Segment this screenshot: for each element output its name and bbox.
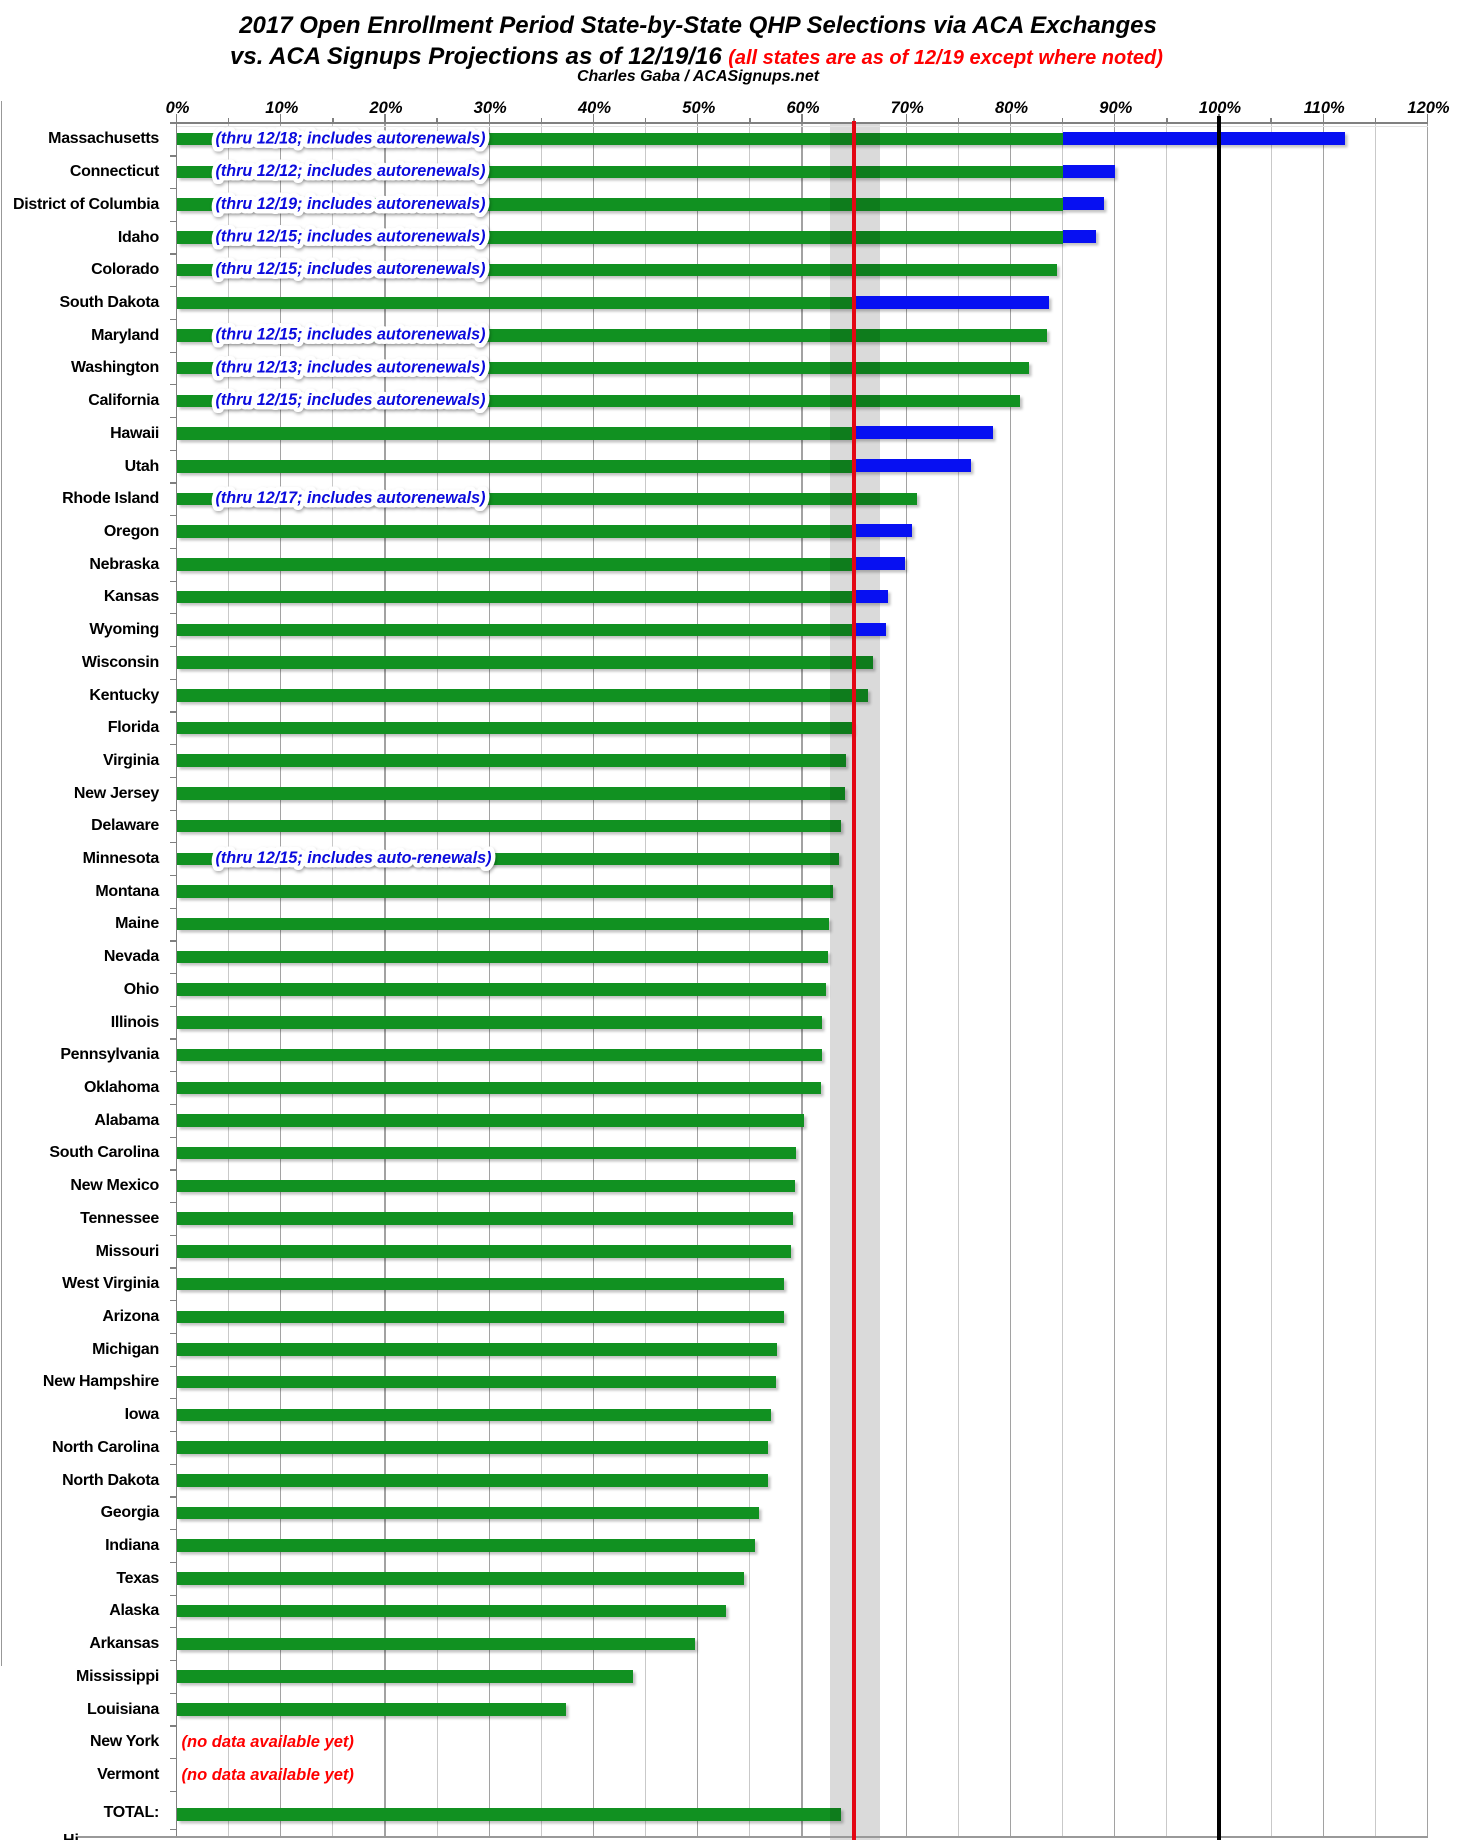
svg-text:(thru 12/12; includes autorene: (thru 12/12; includes autorenewals) — [216, 162, 486, 180]
svg-text:(thru 12/15; includes autorene: (thru 12/15; includes autorenewals) — [216, 228, 486, 246]
svg-text:(thru 12/13; includes autorene: (thru 12/13; includes autorenewals) — [216, 358, 486, 376]
svg-text:(thru 12/15; includes autorene: (thru 12/15; includes autorenewals) — [216, 260, 486, 278]
svg-text:(thru 12/17; includes autorene: (thru 12/17; includes autorenewals) — [216, 489, 486, 507]
svg-text:(thru 12/19; includes autorene: (thru 12/19; includes autorenewals) — [216, 195, 486, 213]
svg-text:(thru 12/15; includes autorene: (thru 12/15; includes autorenewals) — [216, 391, 486, 409]
svg-text:(thru 12/15; includes autorene: (thru 12/15; includes autorenewals) — [216, 326, 486, 344]
svg-text:(thru 12/18; includes autorene: (thru 12/18; includes autorenewals) — [216, 129, 486, 147]
svg-text:(thru 12/15; includes auto-ren: (thru 12/15; includes auto-renewals) — [216, 849, 492, 867]
